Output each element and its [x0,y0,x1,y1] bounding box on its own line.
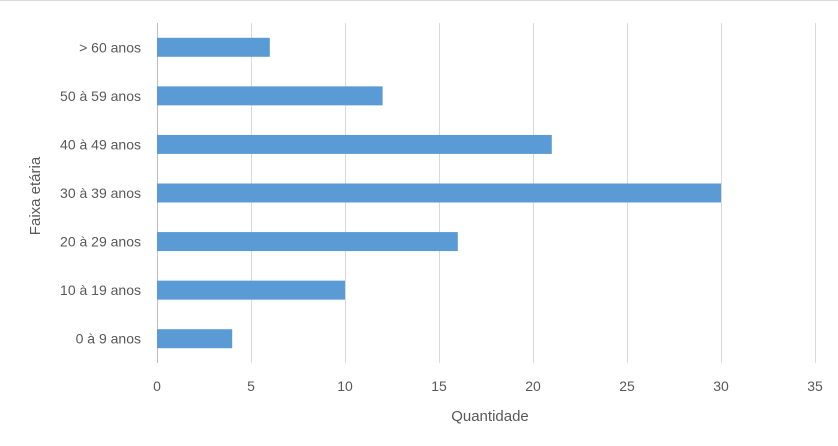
x-tick-label: 15 [431,378,447,394]
bar [157,329,233,349]
bar [157,183,721,203]
y-axis-title: Faixa etária [27,156,44,235]
x-tick-label: 0 [153,378,161,394]
y-tick-label: 0 à 9 anos [76,331,141,347]
y-tick-label: 40 à 49 anos [60,136,141,152]
bar [157,37,270,57]
y-tick-label: 30 à 39 anos [60,185,141,201]
x-tick-label: 10 [337,378,353,394]
x-axis-ticks: 0 5 10 15 20 25 30 35 [153,378,823,394]
bar [157,232,458,252]
y-tick-label: 50 à 59 anos [60,88,141,104]
x-axis-title: Quantidade [451,408,529,425]
x-tick-label: 5 [247,378,255,394]
y-axis-ticks: 0 à 9 anos 10 à 19 anos 20 à 29 anos 30 à 3… [60,39,141,346]
x-tick-label: 35 [807,378,823,394]
y-tick-label: 20 à 29 anos [60,234,141,250]
x-tick-label: 30 [713,378,729,394]
x-tick-label: 20 [525,378,541,394]
y-tick-label: 10 à 19 anos [60,282,141,298]
bars [157,37,721,349]
x-tick-label: 25 [619,378,635,394]
bar [157,86,383,106]
bar [157,280,345,300]
bar [157,134,552,154]
y-tick-label: > 60 anos [79,39,141,55]
